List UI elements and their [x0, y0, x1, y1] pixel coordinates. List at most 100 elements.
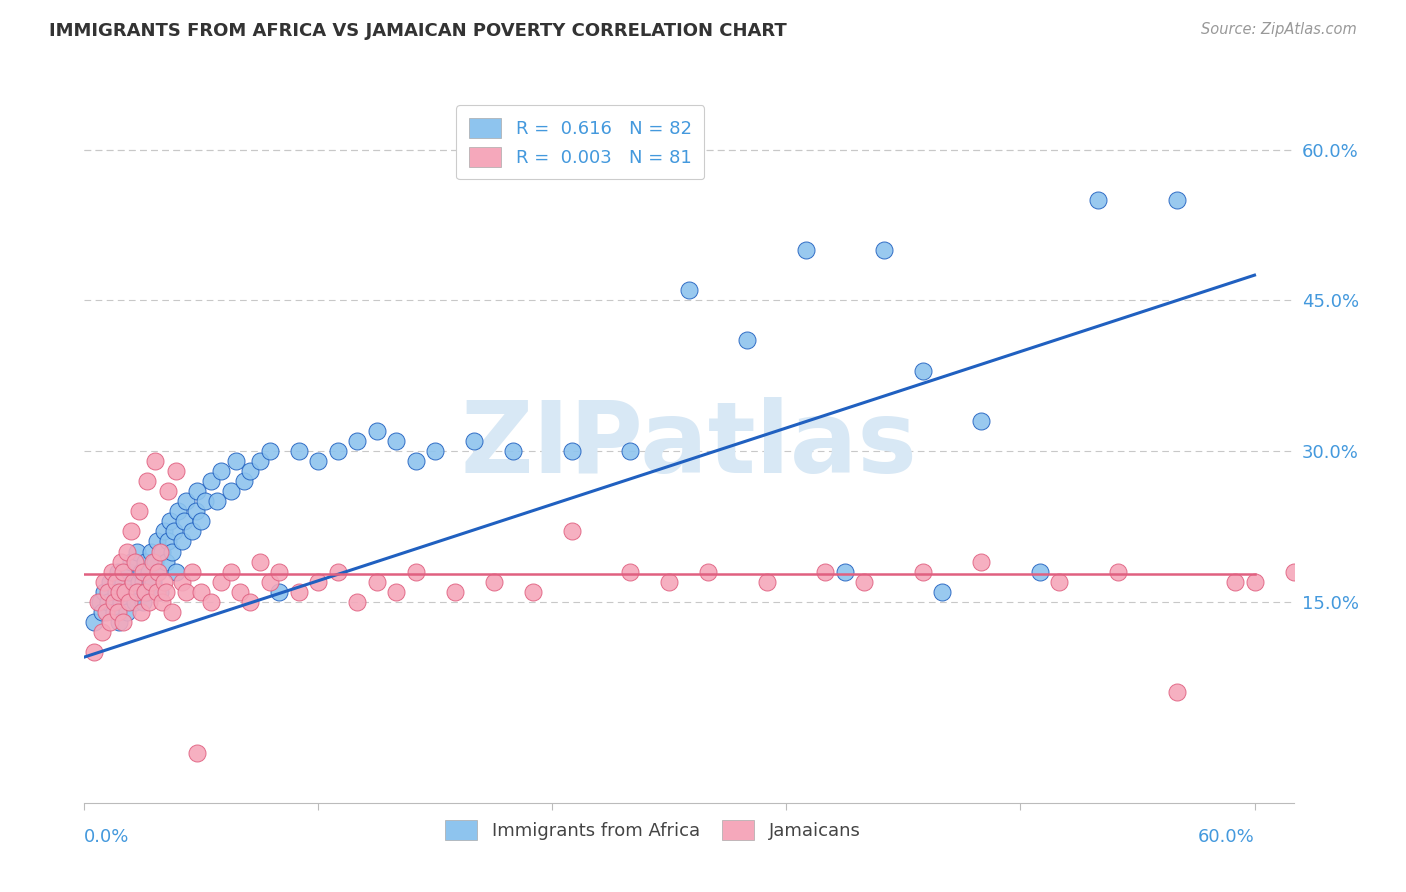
Point	[1282, 565, 1305, 579]
Point	[911, 363, 934, 377]
Point	[112, 584, 135, 599]
Point	[697, 565, 720, 579]
Point	[326, 565, 349, 579]
Point	[561, 524, 583, 539]
Point	[142, 574, 165, 589]
Point	[145, 534, 167, 549]
Point	[619, 565, 641, 579]
Text: 0.0%: 0.0%	[84, 828, 129, 846]
Point	[209, 464, 232, 478]
Point	[249, 555, 271, 569]
Point	[180, 565, 202, 579]
Point	[425, 444, 447, 458]
Point	[1107, 565, 1129, 579]
Point	[911, 565, 934, 579]
Point	[1243, 574, 1265, 589]
Point	[143, 454, 166, 468]
Point	[112, 615, 135, 629]
Point	[307, 574, 329, 589]
Point	[90, 605, 112, 619]
Point	[186, 484, 208, 499]
Point	[561, 444, 583, 458]
Point	[173, 515, 195, 529]
Point	[239, 595, 262, 609]
Point	[366, 424, 388, 438]
Point	[444, 584, 467, 599]
Point	[87, 595, 110, 609]
Point	[120, 524, 142, 539]
Point	[94, 605, 117, 619]
Point	[134, 555, 156, 569]
Point	[970, 414, 993, 428]
Point	[502, 444, 524, 458]
Point	[160, 605, 183, 619]
Point	[229, 584, 252, 599]
Point	[184, 504, 207, 518]
Point	[346, 595, 368, 609]
Point	[288, 584, 311, 599]
Point	[1087, 193, 1109, 207]
Point	[93, 584, 115, 599]
Point	[225, 454, 247, 468]
Point	[118, 565, 141, 579]
Point	[135, 584, 157, 599]
Point	[219, 565, 242, 579]
Point	[200, 474, 222, 488]
Point	[186, 746, 208, 760]
Point	[149, 584, 172, 599]
Point	[117, 544, 139, 558]
Point	[834, 565, 856, 579]
Point	[259, 574, 281, 589]
Point	[269, 584, 291, 599]
Point	[1302, 584, 1324, 599]
Point	[326, 444, 349, 458]
Point	[405, 565, 427, 579]
Point	[209, 574, 232, 589]
Point	[139, 544, 162, 558]
Point	[931, 584, 953, 599]
Point	[143, 555, 166, 569]
Point	[873, 243, 896, 257]
Point	[122, 584, 145, 599]
Point	[814, 565, 837, 579]
Point	[110, 555, 132, 569]
Point	[205, 494, 228, 508]
Point	[165, 464, 187, 478]
Point	[619, 444, 641, 458]
Point	[148, 565, 170, 579]
Point	[139, 574, 162, 589]
Point	[794, 243, 817, 257]
Legend: Immigrants from Africa, Jamaicans: Immigrants from Africa, Jamaicans	[437, 813, 868, 847]
Point	[259, 444, 281, 458]
Point	[122, 574, 145, 589]
Point	[125, 584, 148, 599]
Point	[385, 584, 408, 599]
Text: ZIPatlas: ZIPatlas	[461, 398, 917, 494]
Point	[135, 474, 157, 488]
Point	[104, 574, 127, 589]
Point	[288, 444, 311, 458]
Point	[239, 464, 262, 478]
Point	[1223, 574, 1246, 589]
Point	[174, 494, 197, 508]
Point	[153, 574, 176, 589]
Point	[405, 454, 427, 468]
Point	[117, 605, 139, 619]
Point	[155, 584, 177, 599]
Point	[124, 555, 146, 569]
Point	[107, 605, 129, 619]
Point	[142, 555, 165, 569]
Point	[150, 544, 173, 558]
Point	[90, 624, 112, 639]
Point	[159, 515, 181, 529]
Point	[1029, 565, 1052, 579]
Point	[125, 544, 148, 558]
Point	[132, 565, 155, 579]
Point	[98, 615, 121, 629]
Point	[522, 584, 544, 599]
Point	[346, 434, 368, 448]
Point	[190, 515, 212, 529]
Point	[108, 584, 131, 599]
Point	[128, 504, 150, 518]
Point	[129, 565, 152, 579]
